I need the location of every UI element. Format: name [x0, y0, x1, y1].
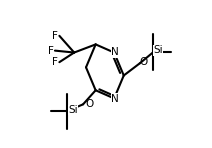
Text: F: F	[52, 31, 58, 41]
Text: F: F	[52, 57, 58, 67]
Text: N: N	[111, 47, 119, 57]
Text: F: F	[48, 46, 54, 56]
Text: O: O	[139, 57, 147, 67]
Text: Si: Si	[68, 105, 78, 115]
Text: O: O	[86, 99, 94, 109]
Text: N: N	[111, 94, 119, 104]
Text: Si: Si	[153, 45, 163, 55]
